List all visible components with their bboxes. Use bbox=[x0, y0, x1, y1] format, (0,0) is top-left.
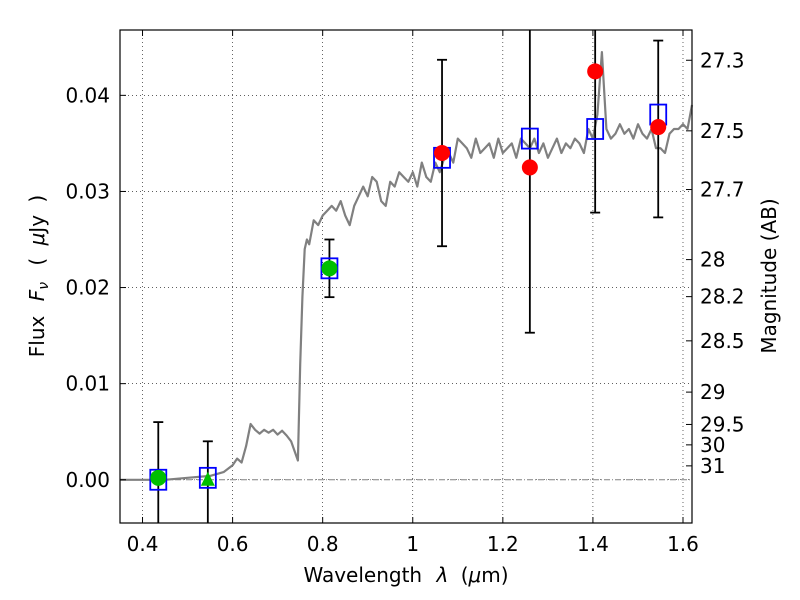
x-axis-title-open-paren: ( bbox=[461, 563, 469, 587]
x-axis-title-lambda: λ bbox=[435, 563, 448, 587]
y-axis-title: Flux Fν ( μJy ) bbox=[25, 195, 53, 357]
y-tick-label: 0.03 bbox=[65, 179, 110, 203]
red-circle-point bbox=[434, 145, 451, 162]
magnitude-tick-label: 31 bbox=[700, 454, 725, 478]
y-axis-title-mu: μ bbox=[25, 233, 49, 247]
x-axis-title-word: Wavelength bbox=[303, 563, 422, 587]
observed-flux-markers bbox=[150, 63, 667, 486]
x-tick-labels: 0.4 0.6 0.8 1 1.2 1.4 1.6 bbox=[127, 532, 699, 556]
green-circle-point bbox=[150, 469, 167, 486]
axis-ticks bbox=[120, 30, 692, 523]
magnitude-tick-label: 29.5 bbox=[700, 412, 745, 436]
y-axis-title-open-paren: ( bbox=[25, 258, 49, 266]
y-axis-title-nu: ν bbox=[36, 282, 52, 290]
plot-frame bbox=[119, 29, 693, 524]
x-tick-label: 0.6 bbox=[217, 532, 249, 556]
x-axis-title: Wavelength λ (μm) bbox=[303, 563, 508, 587]
red-circle-point bbox=[650, 119, 667, 136]
plot-background bbox=[120, 30, 692, 523]
y-tick-label: 0.00 bbox=[65, 468, 110, 492]
magnitude-tick-label: 29 bbox=[700, 380, 725, 404]
y-tick-label: 0.01 bbox=[65, 372, 110, 396]
model-flux-square bbox=[520, 127, 539, 150]
x-axis-title-unit: m) bbox=[481, 563, 508, 587]
magnitude-tick-label: 27.7 bbox=[700, 178, 745, 202]
red-circle-point bbox=[521, 159, 538, 176]
magnitude-tick-label: 28 bbox=[700, 248, 725, 272]
model-flux-square bbox=[149, 468, 168, 491]
magnitude-tick-label: 28.5 bbox=[700, 329, 745, 353]
y-tick-labels: 0.00 0.01 0.02 0.03 0.04 bbox=[65, 83, 110, 491]
green-triangle-point bbox=[200, 471, 215, 486]
model-flux-square bbox=[586, 118, 605, 140]
x-tick-label: 1.4 bbox=[577, 532, 609, 556]
magnitude-tick-label: 27.3 bbox=[700, 48, 745, 72]
magnitude-tick-label: 27.5 bbox=[700, 119, 745, 143]
green-circle-point bbox=[321, 260, 338, 277]
y-axis-title-F: F bbox=[25, 289, 49, 301]
magnitude-axis-title: Magnitude (AB) bbox=[757, 198, 781, 353]
y-axis-title-unit: Jy bbox=[25, 215, 49, 235]
x-tick-label: 1.2 bbox=[487, 532, 519, 556]
error-bars bbox=[153, 30, 664, 523]
y-axis-title-word: Flux bbox=[25, 315, 49, 357]
x-axis-title-mu: μ bbox=[468, 563, 482, 587]
x-tick-label: 0.8 bbox=[307, 532, 339, 556]
x-tick-label: 1 bbox=[406, 532, 419, 556]
y-tick-label: 0.04 bbox=[65, 83, 110, 107]
model-flux-square bbox=[198, 466, 217, 489]
y-tick-label: 0.02 bbox=[65, 276, 110, 300]
magnitude-tick-label: 30 bbox=[700, 433, 725, 457]
x-tick-label: 0.4 bbox=[127, 532, 159, 556]
red-circle-point bbox=[587, 63, 604, 80]
magnitude-tick-label: 28.2 bbox=[700, 285, 745, 309]
y-axis-title-close-paren: ) bbox=[25, 195, 49, 203]
x-tick-label: 1.6 bbox=[667, 532, 699, 556]
